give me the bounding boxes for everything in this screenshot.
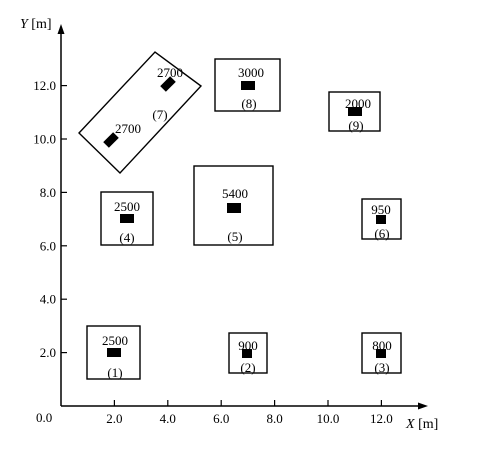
room-6-source-marker (376, 215, 386, 224)
room-9-box (328, 91, 381, 132)
room-4-source-marker (120, 214, 134, 223)
room-7-source-value-upper: 2700 (157, 65, 183, 80)
room-9-source-value: 2000 (345, 96, 371, 111)
room-5-source-marker (227, 203, 241, 213)
room-6-source-value: 950 (371, 202, 391, 217)
room-5-box (193, 165, 274, 246)
x-tick-label-3: 6.0 (213, 411, 229, 426)
y-tick-label-1: 2.0 (40, 345, 56, 360)
room-7-source-value-lower: 2700 (115, 121, 141, 136)
room-5-index: (5) (227, 229, 242, 244)
room-1: 2500 (1) (86, 325, 141, 380)
room-3-source-marker (376, 349, 386, 358)
y-tick-label-3: 6.0 (40, 238, 56, 253)
room-3-index: (3) (374, 360, 389, 375)
x-tick-label-1: 2.0 (106, 411, 122, 426)
room-6-index: (6) (374, 226, 389, 241)
x-axis-unit: [m] (415, 417, 439, 432)
x-ticks: 2.0 4.0 6.0 8.0 10.0 12.0 (106, 400, 393, 426)
y-axis-unit: [m] (28, 17, 52, 32)
y-axis-title: Y [m] (20, 17, 52, 32)
room-2-box (228, 332, 268, 374)
room-7-box (78, 51, 203, 175)
room-3-box (361, 332, 402, 374)
room-9-index: (9) (348, 118, 363, 133)
room-8: 3000 (8) (214, 58, 281, 112)
y-tick-label-2: 4.0 (40, 292, 56, 307)
room-6-box (361, 198, 402, 240)
room-8-index: (8) (241, 96, 256, 111)
room-1-index: (1) (107, 365, 122, 380)
y-ticks: 2.0 4.0 6.0 8.0 10.0 12.0 (33, 78, 67, 360)
room-6: 950 (6) (361, 198, 402, 241)
room-7-source-marker-lower (103, 132, 119, 148)
y-axis-arrow (57, 24, 65, 34)
origin-label: 0.0 (36, 410, 52, 425)
y-tick-label-6: 12.0 (33, 78, 56, 93)
room-2-source-marker (242, 349, 252, 358)
room-7-index: (7) (152, 107, 167, 122)
room-4-index: (4) (119, 230, 134, 245)
x-tick-label-5: 10.0 (317, 411, 340, 426)
room-7-source-marker-upper (160, 76, 176, 92)
room-4: 2500 (4) (100, 191, 154, 246)
room-2: 900 (2) (228, 332, 268, 375)
x-axis-arrow (418, 402, 428, 410)
y-tick-label-4: 8.0 (40, 185, 56, 200)
room-5-source-value: 5400 (222, 186, 248, 201)
room-5: 5400 (5) (193, 165, 274, 246)
room-2-index: (2) (240, 360, 255, 375)
room-9-source-marker (348, 107, 362, 116)
x-axis-title: X [m] (405, 417, 438, 432)
x-tick-label-2: 4.0 (160, 411, 176, 426)
room-8-source-value: 3000 (238, 65, 264, 80)
x-tick-label-6: 12.0 (370, 411, 393, 426)
x-tick-label-4: 8.0 (266, 411, 282, 426)
y-axis-var: Y (20, 17, 30, 32)
rooms: 2500 (1) 900 (2) 800 (3) 2500 (4) 5400 (… (78, 51, 402, 380)
room-1-box (86, 325, 141, 380)
room-4-box (100, 191, 154, 246)
room-3-source-value: 800 (372, 338, 392, 353)
room-8-source-marker (241, 81, 255, 90)
room-9: 2000 (9) (328, 91, 381, 133)
room-7: 2700 2700 (7) (78, 51, 203, 175)
room-3: 800 (3) (361, 332, 402, 375)
room-2-source-value: 900 (238, 338, 258, 353)
room-1-source-marker (107, 348, 121, 357)
room-8-box (214, 58, 281, 112)
x-axis-var: X (405, 417, 415, 432)
room-4-source-value: 2500 (114, 199, 140, 214)
y-tick-label-5: 10.0 (33, 132, 56, 147)
axes: 2.0 4.0 6.0 8.0 10.0 12.0 2.0 4.0 6.0 8.0 10.0 12.… (20, 17, 438, 432)
room-1-source-value: 2500 (102, 333, 128, 348)
